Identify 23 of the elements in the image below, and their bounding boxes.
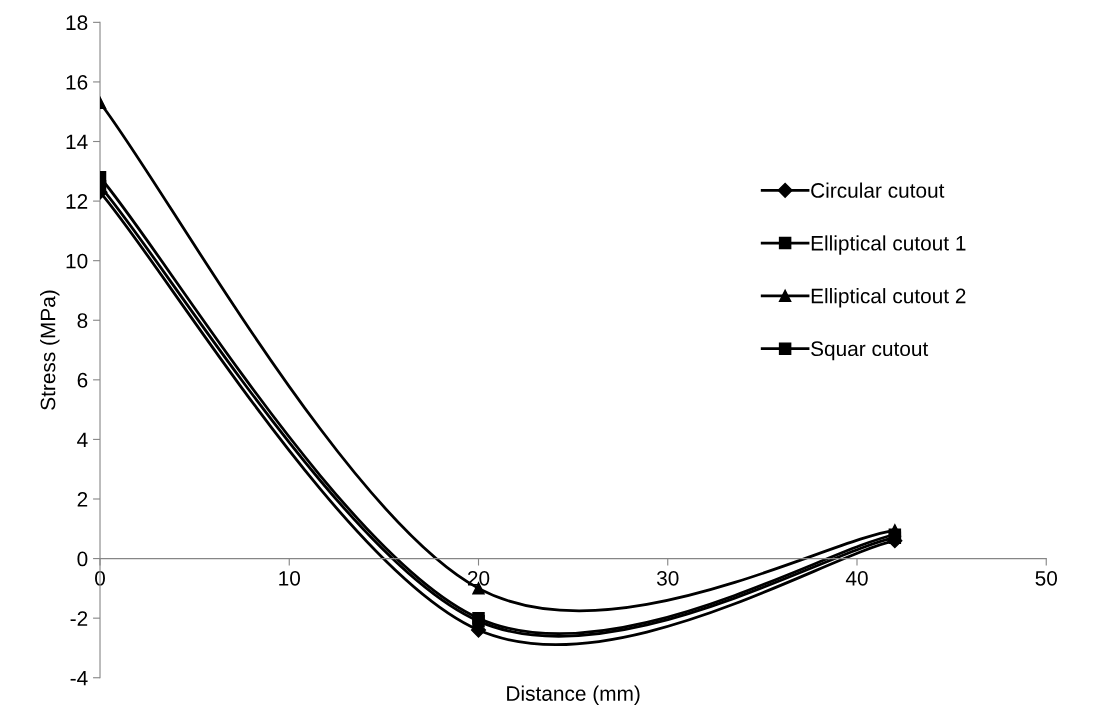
- x-tick-label: 30: [656, 570, 679, 586]
- legend-label: Elliptical cutout 1: [811, 235, 966, 255]
- y-tick-label: 16: [66, 74, 88, 90]
- y-tick-label: 14: [66, 134, 88, 150]
- y-tick-label: -2: [70, 611, 88, 626]
- legend-label: Squar cutout: [811, 341, 929, 361]
- y-tick-label: 0: [77, 551, 88, 567]
- y-tick-label: 6: [77, 372, 88, 388]
- y-tick-label: -4: [70, 670, 88, 686]
- legend-label: Elliptical cutout 2: [811, 288, 966, 308]
- x-tick-label: 40: [845, 570, 868, 586]
- x-tick-label: 10: [279, 570, 301, 586]
- y-tick-label: 2: [77, 492, 88, 507]
- y-tick-label: 8: [77, 313, 88, 329]
- x-tick-label: 0: [95, 570, 105, 586]
- x-axis-title: Distance (mm): [507, 685, 640, 706]
- y-tick-label: 18: [66, 15, 88, 31]
- x-tick-label: 50: [1035, 570, 1058, 586]
- y-tick-label: 10: [66, 253, 88, 269]
- y-axis-title: Stress (MPa): [40, 290, 60, 410]
- y-tick-label: 4: [77, 432, 88, 447]
- y-tick-label: 12: [66, 194, 88, 209]
- legend-label: Circular cutout: [811, 182, 945, 198]
